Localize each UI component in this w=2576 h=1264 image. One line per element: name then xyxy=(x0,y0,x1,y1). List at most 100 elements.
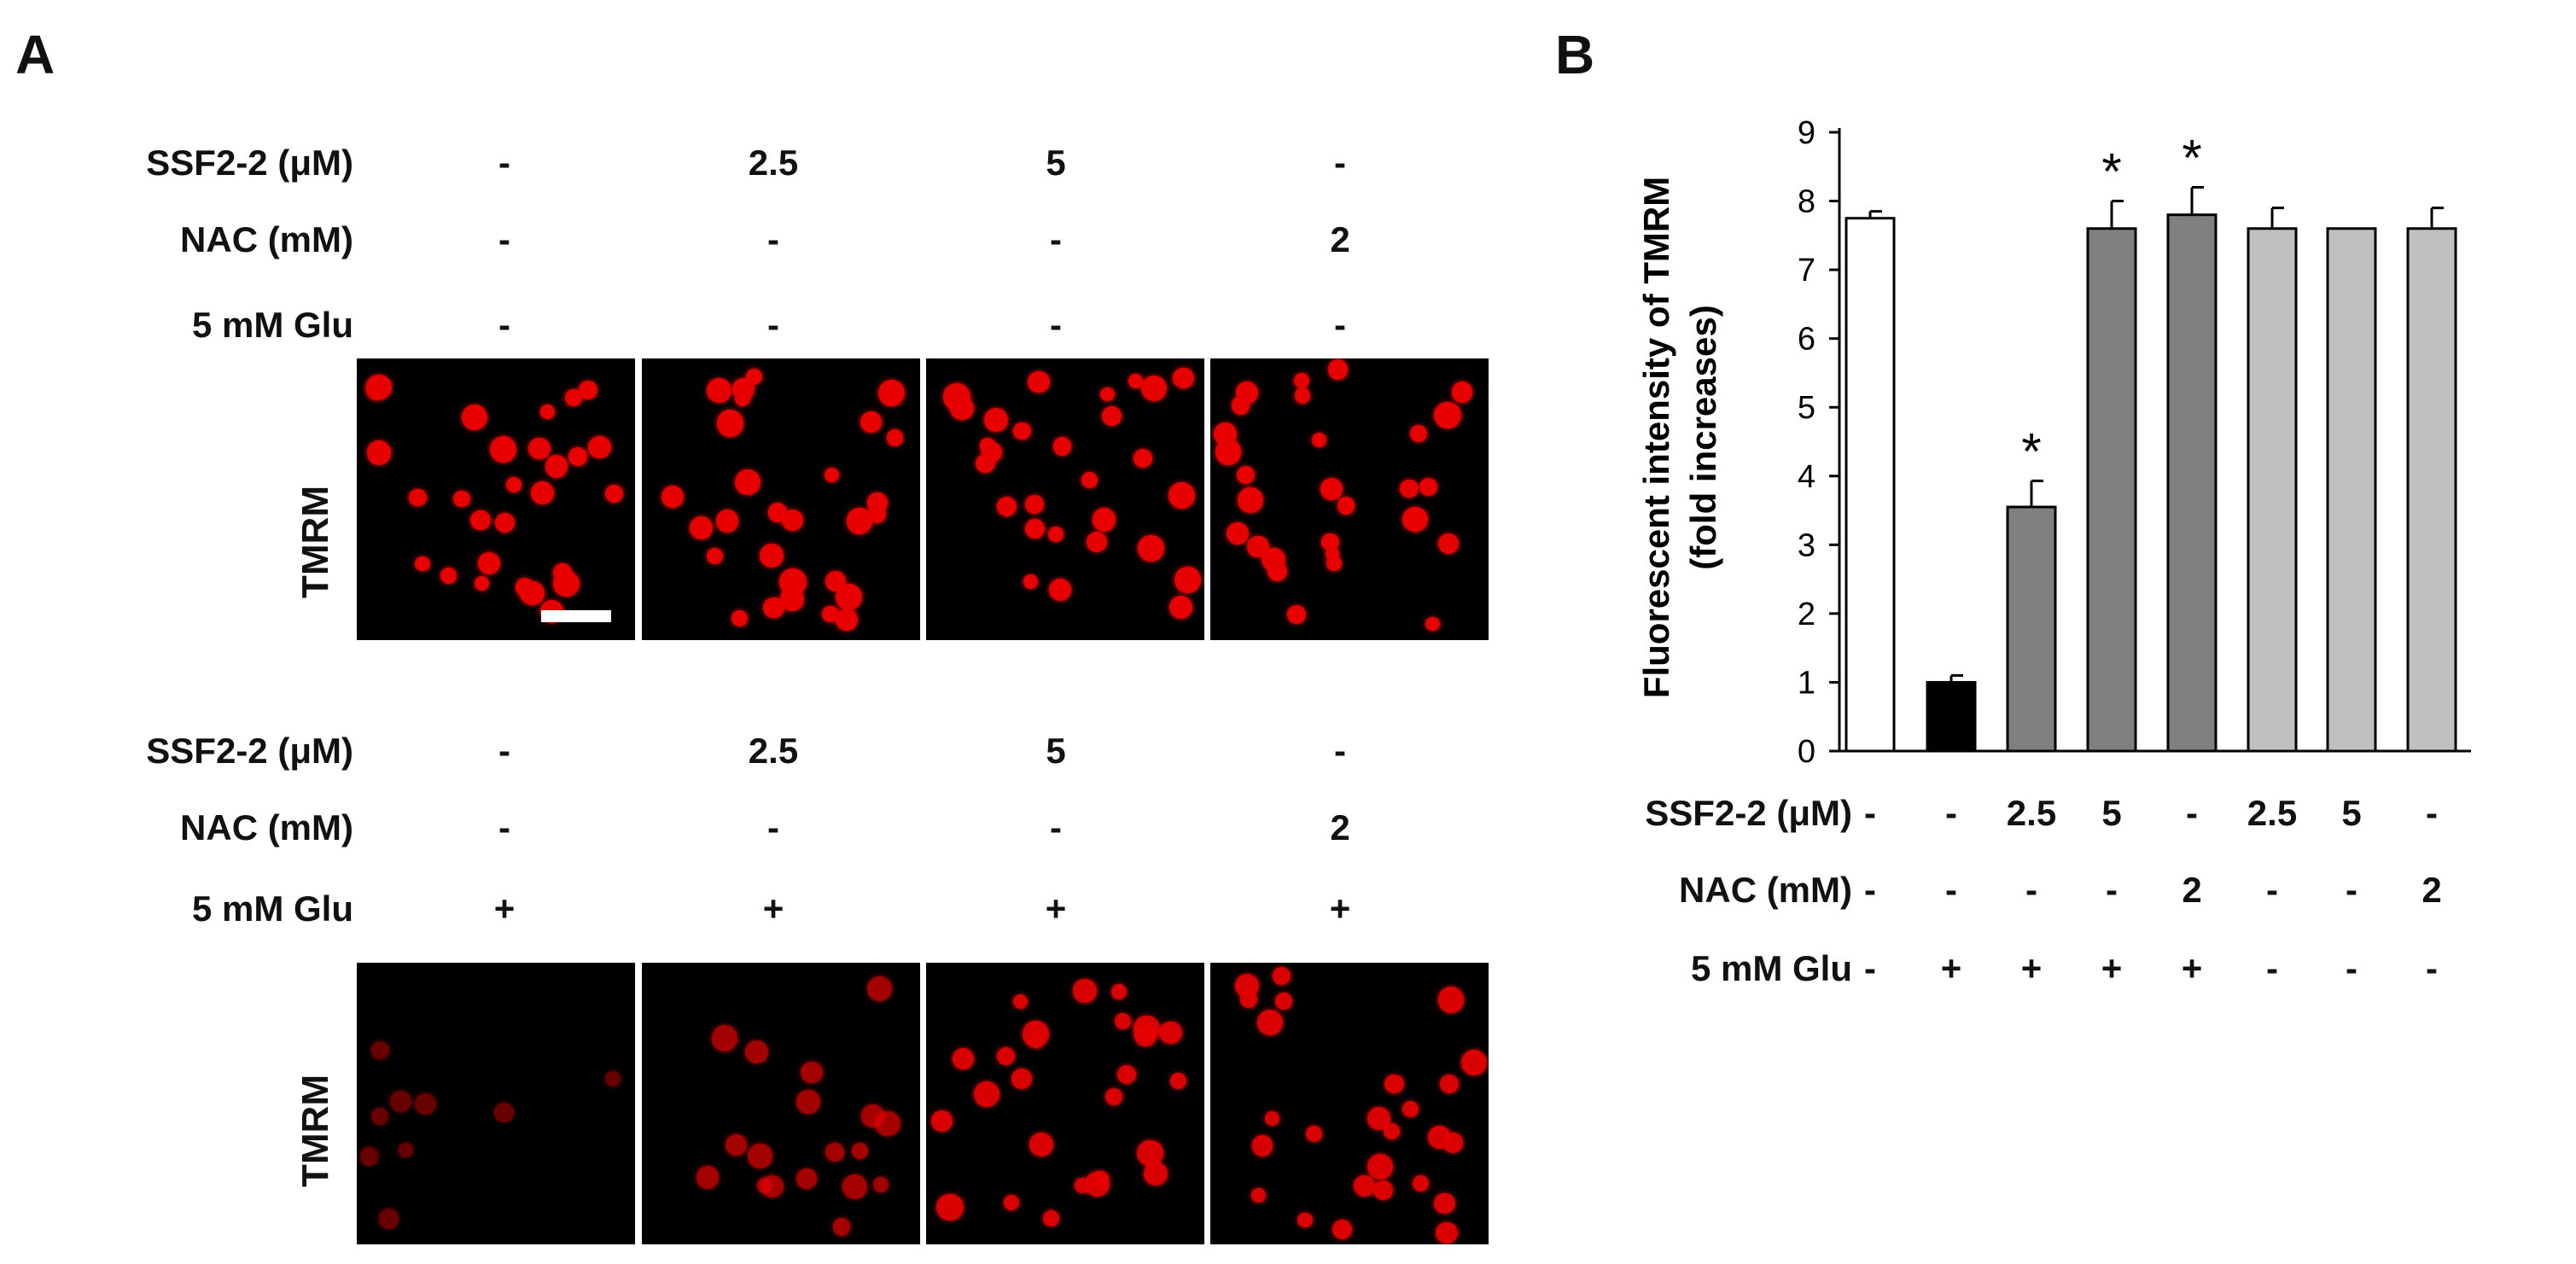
bar xyxy=(2166,213,2218,753)
y-tick-label: 9 xyxy=(1798,115,1815,151)
significance-asterisk: * xyxy=(2101,143,2121,201)
cell-dot xyxy=(1003,1195,1019,1211)
bottom-nac-label: NAC (mM) xyxy=(180,807,353,848)
cell-dot xyxy=(1383,1123,1400,1139)
cell-dot xyxy=(1437,987,1465,1013)
cell-dot xyxy=(1240,991,1257,1008)
y-axis-subtitle: (fold increases) xyxy=(1683,305,1723,569)
cell-dot xyxy=(379,1209,399,1229)
cell-dot xyxy=(1092,508,1116,532)
cell-dot xyxy=(494,1103,514,1122)
cell-dot xyxy=(1173,367,1194,389)
cell-dot xyxy=(1264,1110,1279,1127)
cell-dot xyxy=(1410,424,1428,442)
condition-value: + xyxy=(1940,948,1962,988)
cell-dot xyxy=(1134,1015,1160,1042)
bar xyxy=(2406,227,2457,753)
cell-dot xyxy=(716,410,744,437)
cell-dot xyxy=(409,489,427,507)
cell-dot xyxy=(1367,1106,1391,1130)
cell-dot xyxy=(950,396,974,421)
cell-dot xyxy=(359,1147,378,1166)
cell-dot xyxy=(1399,479,1419,498)
bottom-nac-value: 2 xyxy=(1330,807,1350,848)
cell-dot xyxy=(1081,471,1099,488)
cell-dot xyxy=(1419,478,1438,497)
cell-dot xyxy=(1373,1180,1394,1200)
bottom-nac-value: - xyxy=(1050,807,1062,848)
cell-dot xyxy=(779,587,804,611)
cell-dot xyxy=(707,378,731,403)
top-glu-value: - xyxy=(498,305,510,345)
cell-dot xyxy=(983,407,1008,433)
cell-dot xyxy=(1048,578,1072,602)
condition-value: + xyxy=(2101,948,2123,988)
y-axis-title: Fluorescent intensity of TMRM xyxy=(1636,177,1676,698)
condition-value: 2 xyxy=(2182,870,2202,910)
cell-dot xyxy=(1029,1133,1054,1157)
bar xyxy=(2326,227,2377,753)
cell-dot xyxy=(1052,437,1072,456)
top-glu-value: - xyxy=(1050,305,1062,345)
cell-dot xyxy=(1367,1154,1393,1180)
cell-dot xyxy=(860,1104,884,1127)
condition-value: + xyxy=(2181,948,2203,988)
cell-dot xyxy=(453,490,470,508)
cell-dot xyxy=(440,567,458,584)
cell-dot xyxy=(976,453,995,474)
cell-dot xyxy=(520,580,545,606)
cell-dot xyxy=(564,388,582,406)
cell-dot xyxy=(1439,1075,1459,1094)
y-tick-label: 4 xyxy=(1798,459,1815,495)
y-tick-label: 5 xyxy=(1798,390,1815,426)
cell-dot xyxy=(842,1174,868,1199)
cell-dot xyxy=(528,437,551,460)
cell-dot xyxy=(1438,533,1460,555)
cell-dot xyxy=(415,556,431,572)
cell-dot xyxy=(1159,1022,1182,1045)
cell-dot xyxy=(1286,605,1306,625)
cell-dot xyxy=(506,477,522,492)
cell-dot xyxy=(745,368,762,385)
cell-dot xyxy=(1028,370,1050,393)
cell-dot xyxy=(1326,547,1340,562)
cell-dot xyxy=(1047,526,1064,542)
top-nac-value: - xyxy=(1050,219,1062,259)
cell-dot xyxy=(1128,374,1144,389)
cell-dot xyxy=(1012,993,1029,1010)
cell-dot xyxy=(1332,1219,1353,1239)
cell-dot xyxy=(1294,387,1311,404)
bar xyxy=(2247,227,2298,753)
cell-dot xyxy=(734,469,761,496)
bottom-ssf-value: 2.5 xyxy=(748,731,799,771)
bottom-glu-value: + xyxy=(762,888,784,929)
cell-dot xyxy=(825,468,840,483)
condition-value: - xyxy=(2426,793,2438,833)
cell-dot xyxy=(1461,1050,1488,1076)
cell-dot xyxy=(1140,376,1167,402)
cell-dot xyxy=(470,510,491,531)
micrograph-bottom-4 xyxy=(1210,963,1489,1244)
cell-dot xyxy=(726,1134,748,1156)
cell-dot xyxy=(1275,993,1292,1010)
cell-dot xyxy=(1327,359,1349,380)
top-nac-value: - xyxy=(498,219,510,259)
cell-dot xyxy=(1024,519,1045,539)
condition-value: - xyxy=(1864,870,1876,910)
cell-dot xyxy=(1251,1135,1273,1157)
condition-value: - xyxy=(2025,870,2037,910)
cell-dot xyxy=(1025,495,1044,514)
bottom-ssf-value: - xyxy=(498,731,510,771)
micrograph-top-2 xyxy=(642,358,920,640)
cell-dot xyxy=(953,1048,975,1070)
cell-dot xyxy=(744,1040,769,1064)
significance-asterisk: * xyxy=(2182,129,2201,186)
cell-dot xyxy=(1028,1033,1043,1048)
cell-dot xyxy=(1114,1012,1131,1029)
bar xyxy=(2006,505,2057,753)
cell-dot xyxy=(1434,401,1461,429)
cell-dot xyxy=(1251,1187,1267,1203)
bottom-ssf-value: 5 xyxy=(1046,731,1066,771)
cell-dot xyxy=(1402,1101,1419,1118)
significance-asterisk: * xyxy=(2021,422,2041,480)
